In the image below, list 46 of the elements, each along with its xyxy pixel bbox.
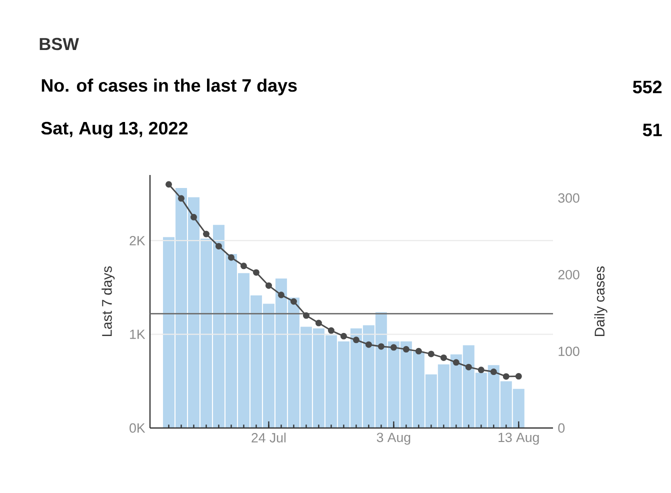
point [452, 359, 460, 366]
point [352, 336, 360, 344]
point [240, 262, 247, 270]
point [378, 343, 384, 350]
x-tick-label: 13 Aug [498, 432, 539, 445]
y2-tick-label: 200 [558, 270, 580, 280]
point [328, 327, 334, 334]
text: 552 [632, 80, 662, 94]
y2-axis-title: Daily cases [594, 266, 608, 336]
text: No. of cases in the last 7 days [42, 78, 297, 96]
point [465, 364, 472, 370]
point [340, 332, 347, 340]
text: Sat, Aug 13, 2022 [41, 122, 188, 138]
point [365, 341, 372, 348]
point [190, 214, 197, 220]
point [515, 373, 522, 380]
x-tick-label: 3 Aug [376, 432, 410, 445]
point [290, 298, 297, 305]
y-tick-label: 0K [130, 423, 146, 433]
y-tick-label: 2K [130, 236, 146, 246]
point [202, 230, 210, 238]
y2-tick-label: 100 [558, 346, 580, 356]
point [252, 269, 260, 276]
point [402, 346, 410, 353]
chart-title: BSW [40, 38, 79, 50]
y2-tick-label: 0 [558, 423, 565, 433]
point [478, 366, 484, 374]
point [490, 368, 497, 376]
point [502, 373, 510, 380]
point [278, 292, 284, 298]
point [178, 195, 184, 202]
y-tick-label: 1K [130, 330, 146, 339]
point [428, 350, 434, 358]
point [265, 282, 272, 289]
point [228, 254, 234, 261]
point [315, 320, 322, 326]
point [165, 181, 172, 188]
point [302, 312, 310, 319]
y-axis-title: Last 7 days [102, 266, 115, 336]
point [215, 242, 222, 250]
y2-tick-label: 300 [558, 193, 580, 203]
text: 51 [642, 124, 662, 136]
x-tick-label: 24 Jul [252, 432, 286, 442]
point [440, 354, 447, 361]
point [415, 348, 422, 354]
point [390, 344, 397, 351]
